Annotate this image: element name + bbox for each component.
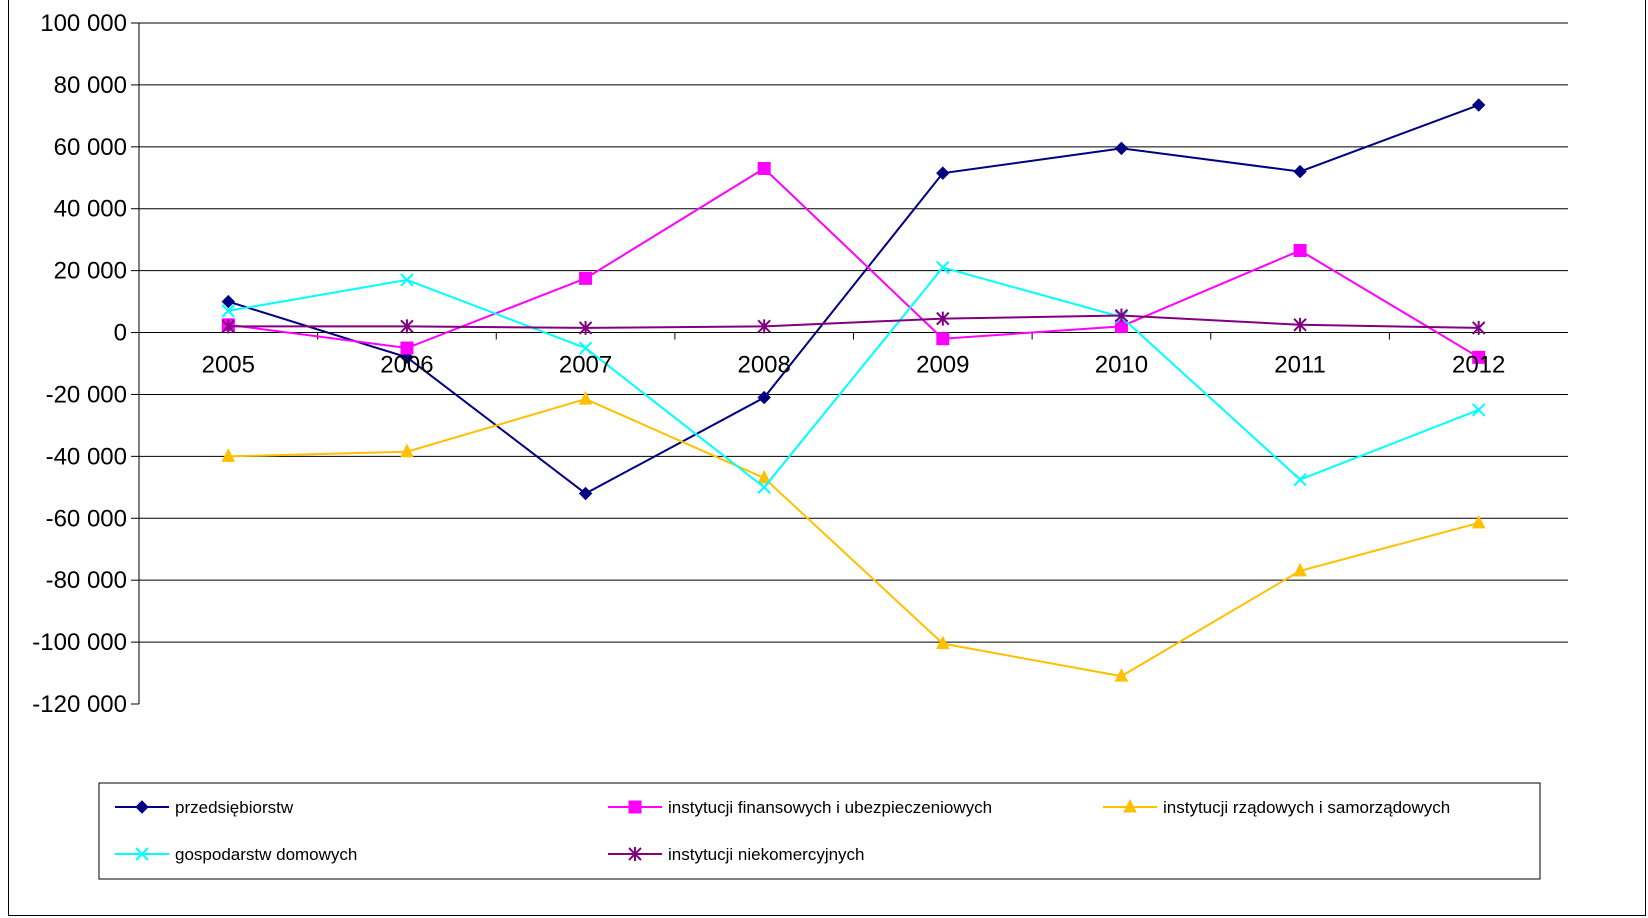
y-tick-label: 60 000 [54, 134, 127, 161]
data-point [578, 390, 593, 405]
data-point [221, 448, 236, 462]
data-point [936, 635, 950, 650]
x-tick-label: 2009 [916, 352, 969, 379]
data-point [1293, 164, 1307, 179]
data-point [400, 319, 414, 334]
y-tick-label: -80 000 [46, 567, 127, 594]
data-point [757, 469, 771, 484]
legend-entry: gospodarstw domowych [115, 845, 357, 864]
marker-stroke [1471, 403, 1486, 417]
data-point [936, 166, 950, 180]
chart-frame [8, 0, 1646, 916]
y-tick-label: 0 [114, 320, 127, 347]
data-point [936, 311, 950, 326]
data-point [578, 320, 593, 335]
data-point [578, 341, 593, 355]
data-point [1472, 350, 1486, 364]
series-0 [221, 98, 1486, 501]
legend: przedsiębiorstw instytucji finansowych i … [98, 782, 1541, 880]
data-point [1471, 98, 1486, 112]
data-point [579, 271, 593, 285]
x-tick-label: 2007 [559, 352, 612, 379]
data-point [221, 304, 236, 318]
axes [131, 22, 1390, 705]
legend-box [98, 782, 1541, 880]
y-tick-label: 40 000 [54, 196, 127, 223]
marker-stroke [578, 341, 593, 355]
y-tick-label: 80 000 [54, 72, 127, 99]
data-point [400, 443, 414, 458]
data-point [757, 161, 771, 175]
data-point [1114, 668, 1129, 682]
data-point [1293, 317, 1307, 332]
data-point [1114, 141, 1129, 156]
y-tick-label: 20 000 [54, 258, 127, 285]
data-point [1471, 403, 1486, 417]
legend-entry: przedsiębiorstw [115, 798, 294, 817]
gridlines [139, 22, 1568, 643]
legend-marker [135, 847, 149, 861]
series-line [228, 266, 1480, 489]
legend-label: przedsiębiorstw [175, 798, 294, 817]
series-lines [221, 98, 1486, 682]
series-2 [221, 390, 1486, 682]
data-point [400, 273, 414, 287]
legend-entry: instytucji niekomercyjnych [608, 845, 865, 864]
x-tick-label: 2012 [1452, 352, 1505, 379]
legend-marker [628, 847, 642, 861]
legend-label: gospodarstw domowych [175, 845, 357, 864]
series-line [228, 104, 1480, 495]
data-point [1293, 244, 1307, 258]
y-tick-label: 100 000 [40, 10, 127, 37]
y-tick-label: -40 000 [46, 443, 127, 470]
y-tick-label: -60 000 [46, 505, 127, 532]
series-line [228, 398, 1479, 678]
legend-label: instytucji finansowych i ubezpieczeniowy… [668, 798, 992, 817]
marker-stroke [936, 260, 950, 275]
data-point [1471, 320, 1486, 335]
data-point [1293, 472, 1307, 487]
series-line [228, 314, 1479, 329]
data-point [1114, 308, 1129, 323]
x-tick-label: 2011 [1274, 352, 1326, 379]
data-point [936, 260, 950, 275]
data-point [1293, 562, 1307, 577]
data-point [757, 390, 771, 405]
data-point [757, 319, 771, 334]
tick-labels: 100 000 80 000 60 000 40 000 20 000 0 -20 000 -… [32, 10, 1505, 718]
legend-marker [135, 800, 149, 814]
data-point [221, 319, 236, 334]
legend-label: instytucji niekomercyjnych [668, 845, 865, 864]
x-tick-label: 2005 [202, 352, 255, 379]
series-line [228, 167, 1480, 359]
series-1 [221, 161, 1486, 364]
x-tick-label: 2006 [380, 352, 433, 379]
x-tick-label: 2008 [737, 352, 790, 379]
legend-marker [628, 800, 642, 814]
data-point [1471, 514, 1486, 529]
marker-stroke [757, 480, 771, 495]
marker-stroke [1293, 472, 1307, 487]
data-point [221, 294, 236, 309]
legend-marker [1123, 798, 1137, 813]
legend-entry: instytucji rządowych i samorządowych [1103, 798, 1450, 817]
marker-stroke [221, 304, 236, 318]
marker-stroke [400, 273, 414, 287]
x-tick-label: 2010 [1095, 352, 1148, 379]
series-4 [221, 308, 1486, 335]
data-point [400, 341, 414, 355]
legend-entry: instytucji finansowych i ubezpieczeniowy… [608, 798, 992, 817]
y-tick-label: -100 000 [32, 629, 127, 656]
data-point [578, 486, 593, 501]
legend-label: instytucji rządowych i samorządowych [1163, 798, 1450, 817]
marker-stroke [135, 847, 149, 861]
y-tick-label: -20 000 [46, 381, 127, 408]
data-point [936, 332, 950, 346]
data-point [757, 480, 771, 495]
y-tick-label: -120 000 [32, 691, 127, 718]
